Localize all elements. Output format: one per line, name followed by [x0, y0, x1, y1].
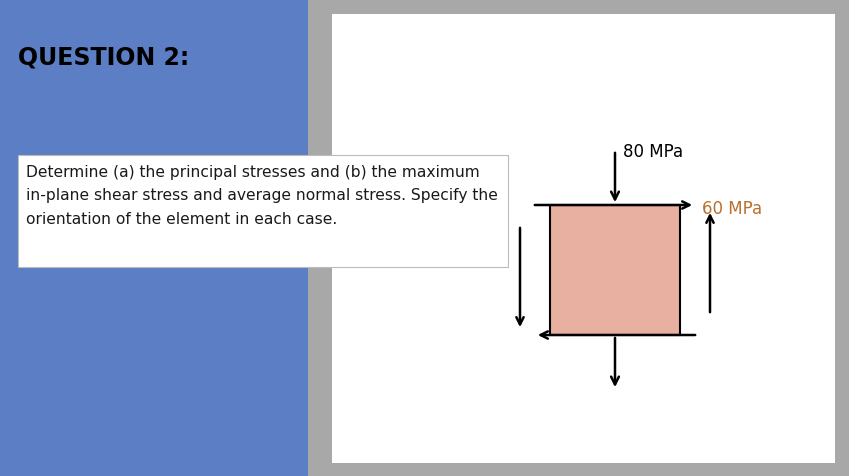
Bar: [18, 155, 508, 267]
Bar: [0, 0, 308, 476]
Bar: [550, 205, 680, 335]
Text: QUESTION 2:: QUESTION 2:: [18, 45, 189, 69]
Text: 60 MPa: 60 MPa: [702, 200, 762, 218]
Bar: [332, 14, 835, 463]
Text: 80 MPa: 80 MPa: [623, 143, 683, 161]
Text: Determine (a) the principal stresses and (b) the maximum
in-plane shear stress a: Determine (a) the principal stresses and…: [26, 165, 498, 227]
